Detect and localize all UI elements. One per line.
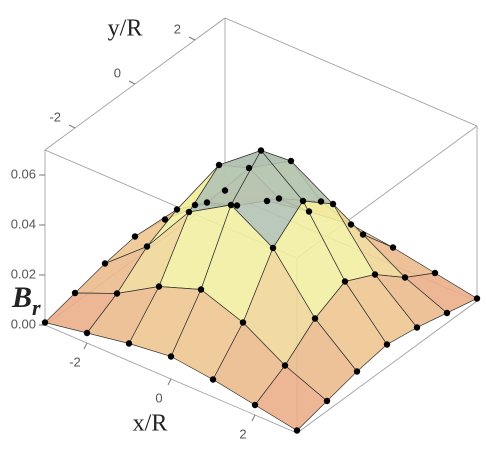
data-point xyxy=(443,309,451,317)
data-point xyxy=(227,201,235,209)
data-point xyxy=(221,187,229,194)
data-point xyxy=(83,329,91,337)
x-axis-label: x/R xyxy=(133,411,168,437)
data-point xyxy=(287,157,295,165)
box-edge xyxy=(224,17,478,127)
y-axis-label: y/R xyxy=(108,16,143,42)
y-tick xyxy=(68,124,76,129)
data-point xyxy=(173,206,181,213)
z-axis-label-main: B xyxy=(11,281,32,314)
data-point xyxy=(431,269,439,277)
data-point xyxy=(305,208,313,215)
data-point xyxy=(203,199,211,206)
y-tick xyxy=(188,36,196,41)
data-point xyxy=(161,216,169,223)
data-point xyxy=(341,278,349,285)
data-point xyxy=(41,319,49,326)
data-point xyxy=(101,260,109,267)
data-point xyxy=(347,221,355,228)
data-point xyxy=(317,198,325,205)
y-tick-label: -2 xyxy=(49,109,61,124)
z-axis-label: Br xyxy=(11,281,41,320)
data-point xyxy=(281,362,289,369)
box-edge xyxy=(296,300,478,434)
data-point xyxy=(269,244,277,252)
x-tick-label: -2 xyxy=(69,354,81,369)
data-point xyxy=(113,290,121,297)
data-point xyxy=(389,244,397,251)
data-point xyxy=(125,340,133,347)
y-tick-label: 0 xyxy=(114,65,121,80)
y-tick-label: 2 xyxy=(174,21,181,36)
z-axis-label-sub: r xyxy=(32,295,41,320)
data-point xyxy=(155,283,163,290)
data-point xyxy=(167,353,175,360)
y-tick xyxy=(128,80,136,85)
data-point xyxy=(209,376,217,383)
data-point xyxy=(329,200,337,208)
data-point xyxy=(239,319,247,326)
data-point xyxy=(191,201,199,209)
data-point xyxy=(185,208,193,216)
data-point xyxy=(293,427,301,434)
data-point xyxy=(299,197,307,205)
data-point xyxy=(371,271,379,278)
z-tick-label: 0.00 xyxy=(11,316,36,331)
data-point xyxy=(233,202,241,209)
data-point xyxy=(251,401,259,409)
z-tick-label: 0.06 xyxy=(11,166,36,181)
data-point xyxy=(131,233,139,240)
x-tick-label: 2 xyxy=(239,426,246,441)
data-point xyxy=(359,231,367,238)
data-point xyxy=(263,197,271,205)
data-point xyxy=(197,286,205,293)
z-tick-label: 0.02 xyxy=(11,266,36,281)
data-point xyxy=(383,341,391,348)
data-point xyxy=(401,274,409,281)
x-tick xyxy=(251,414,256,422)
data-point xyxy=(215,161,223,169)
data-point xyxy=(71,289,79,297)
x-tick xyxy=(167,378,172,386)
data-point xyxy=(143,243,151,250)
data-point xyxy=(257,147,265,154)
data-point xyxy=(245,164,253,172)
x-tick xyxy=(83,342,88,350)
data-point xyxy=(353,368,361,375)
data-point xyxy=(473,295,481,302)
data-point xyxy=(275,195,283,202)
data-point xyxy=(311,315,319,322)
x-tick-label: 0 xyxy=(155,390,162,405)
data-point xyxy=(413,324,421,331)
z-tick-label: 0.04 xyxy=(11,216,36,231)
data-point xyxy=(323,397,331,405)
